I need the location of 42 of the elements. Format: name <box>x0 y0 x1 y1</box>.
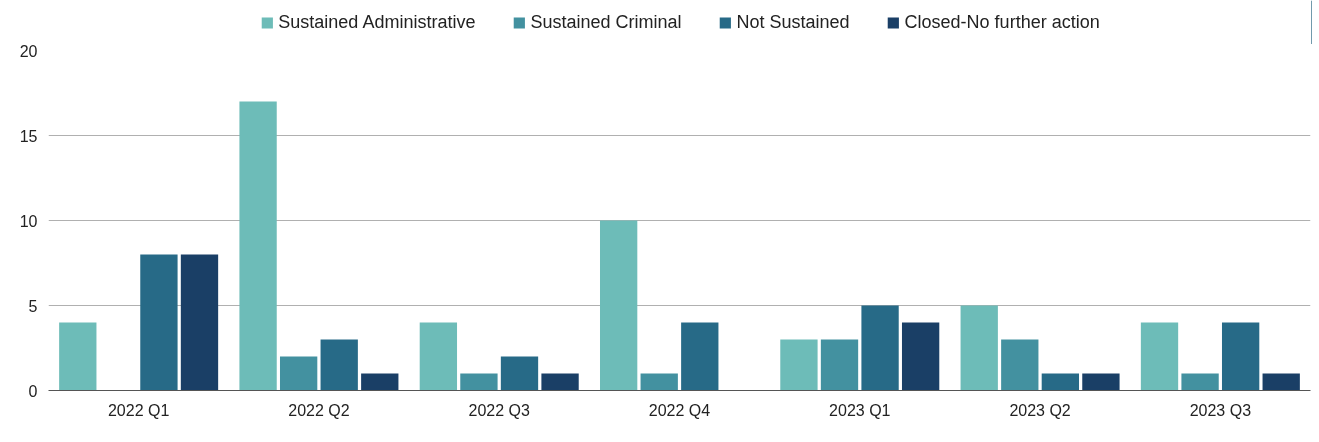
x-tick-label: 2023 Q1 <box>829 401 891 419</box>
bar <box>1221 322 1260 391</box>
bar <box>1041 373 1080 391</box>
bar <box>239 101 277 391</box>
y-tick-label: 5 <box>28 297 38 315</box>
bar <box>59 322 97 391</box>
bar <box>1262 373 1300 391</box>
legend-label: Sustained Administrative <box>278 11 476 33</box>
bar <box>861 305 899 391</box>
x-tick-label: 2023 Q2 <box>1009 401 1071 419</box>
bar <box>960 305 998 391</box>
y-tick-label: 0 <box>28 382 38 400</box>
bar <box>361 373 399 391</box>
bar <box>279 356 318 391</box>
x-tick-label: 2022 Q4 <box>648 401 711 419</box>
y-tick-label: 10 <box>19 212 38 230</box>
bar <box>500 356 539 391</box>
bar <box>180 254 219 391</box>
legend-label: Closed-No further action <box>904 11 1100 33</box>
bar <box>1181 373 1219 391</box>
x-tick-label: 2022 Q2 <box>288 401 350 419</box>
bar <box>541 373 579 391</box>
bar <box>901 322 940 391</box>
y-tick-label: 15 <box>19 127 38 145</box>
y-tick-label: 20 <box>19 42 38 60</box>
bar <box>460 373 498 391</box>
x-tick-label: 2022 Q1 <box>107 401 170 419</box>
bar <box>820 339 859 391</box>
bar <box>140 254 178 391</box>
legend-label: Sustained Criminal <box>530 11 682 33</box>
bar <box>419 322 458 391</box>
bar <box>1082 373 1120 391</box>
x-tick-label: 2023 Q3 <box>1189 401 1252 419</box>
bar <box>1140 322 1179 391</box>
bar <box>1001 339 1039 391</box>
bar <box>640 373 678 391</box>
bar <box>780 339 818 391</box>
bar <box>681 322 719 391</box>
legend-label: Not Sustained <box>736 11 850 33</box>
x-tick-label: 2022 Q3 <box>468 401 531 419</box>
bar <box>320 339 358 391</box>
bar <box>599 220 638 391</box>
